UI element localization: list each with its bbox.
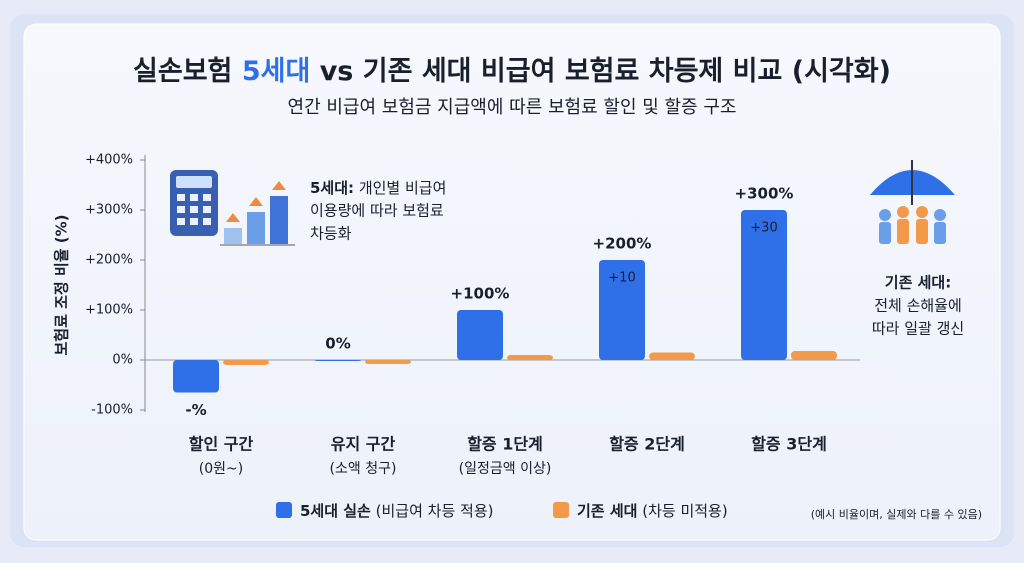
right-annotation: 따라 일괄 갱신	[872, 320, 964, 338]
left-annotation: 이용량에 따라 보험료	[310, 202, 444, 220]
x-tick-note: (일정금액 이상)	[459, 461, 552, 477]
legend-note: (비급여 차등 적용)	[376, 502, 494, 520]
legend-swatch	[553, 502, 569, 518]
bar	[365, 360, 411, 364]
calculator-icon	[170, 170, 218, 236]
y-tick-label: 0%	[112, 353, 133, 368]
title-part: 실손보험	[133, 56, 232, 87]
footnote: (예시 비율이며, 실제와 다를 수 있음)	[811, 508, 982, 521]
subtitle: 연간 비급여 보험금 지급액에 따른 보험료 할인 및 할증 구조	[288, 97, 737, 118]
bar	[173, 360, 219, 393]
title-part: 5세대	[242, 56, 310, 87]
annotation-heading: 5세대:	[310, 179, 354, 197]
value-label: +100%	[451, 285, 510, 303]
legend-name: 5세대 실손	[300, 502, 371, 520]
bar	[599, 260, 645, 360]
x-tick-label: 할인 구간	[189, 435, 254, 454]
bar	[315, 360, 361, 361]
legend-entry: 5세대 실손 (비급여 차등 적용)	[300, 502, 494, 520]
right-annotation: 전체 손해율에	[874, 297, 962, 315]
bar	[223, 360, 269, 365]
x-tick-note: (소액 청구)	[330, 461, 397, 477]
left-annotation: 차등화	[310, 225, 352, 243]
card	[23, 23, 1001, 541]
y-tick-label: -100%	[91, 403, 133, 418]
left-annotation: 5세대: 개인별 비급여	[310, 179, 446, 197]
legend-note: (차등 미적용)	[642, 502, 727, 520]
inner-label: +30	[750, 221, 777, 236]
title-part: vs 기존 세대 비급여 보험료 차등제 비교 (시각화)	[320, 56, 891, 87]
value-label: -%	[185, 401, 206, 419]
y-tick-label: +200%	[85, 253, 133, 268]
y-tick-label: +300%	[85, 203, 133, 218]
legend-entry: 기존 세대 (차등 미적용)	[577, 502, 728, 520]
legend-name: 기존 세대	[577, 502, 637, 520]
x-tick-label: 유지 구간	[331, 435, 396, 454]
value-label: +200%	[593, 235, 652, 253]
bar	[791, 351, 837, 360]
right-annotation: 기존 세대:	[885, 274, 951, 292]
legend-swatch	[276, 502, 292, 518]
bar	[649, 352, 695, 360]
value-label: +300%	[735, 185, 794, 203]
chart-title: 실손보험 5세대 vs 기존 세대 비급여 보험료 차등제 비교 (시각화)	[133, 56, 891, 87]
x-tick-note: (0원~)	[199, 461, 243, 477]
x-tick-label: 할증 2단계	[609, 435, 685, 454]
y-tick-label: +400%	[85, 153, 133, 168]
growth-icon	[220, 181, 295, 246]
umbrella-icon	[870, 160, 955, 244]
inner-label: +10	[608, 271, 635, 286]
value-label: 0%	[325, 335, 350, 353]
y-tick-label: +100%	[85, 303, 133, 318]
y-axis-label: 보험료 조정 비율 (%)	[53, 214, 71, 355]
bar	[507, 355, 553, 360]
bar	[741, 210, 787, 360]
x-tick-label: 할증 1단계	[467, 435, 543, 454]
annotation-line: 개인별 비급여	[359, 179, 447, 197]
x-tick-label: 할증 3단계	[751, 435, 827, 454]
bar	[457, 310, 503, 360]
